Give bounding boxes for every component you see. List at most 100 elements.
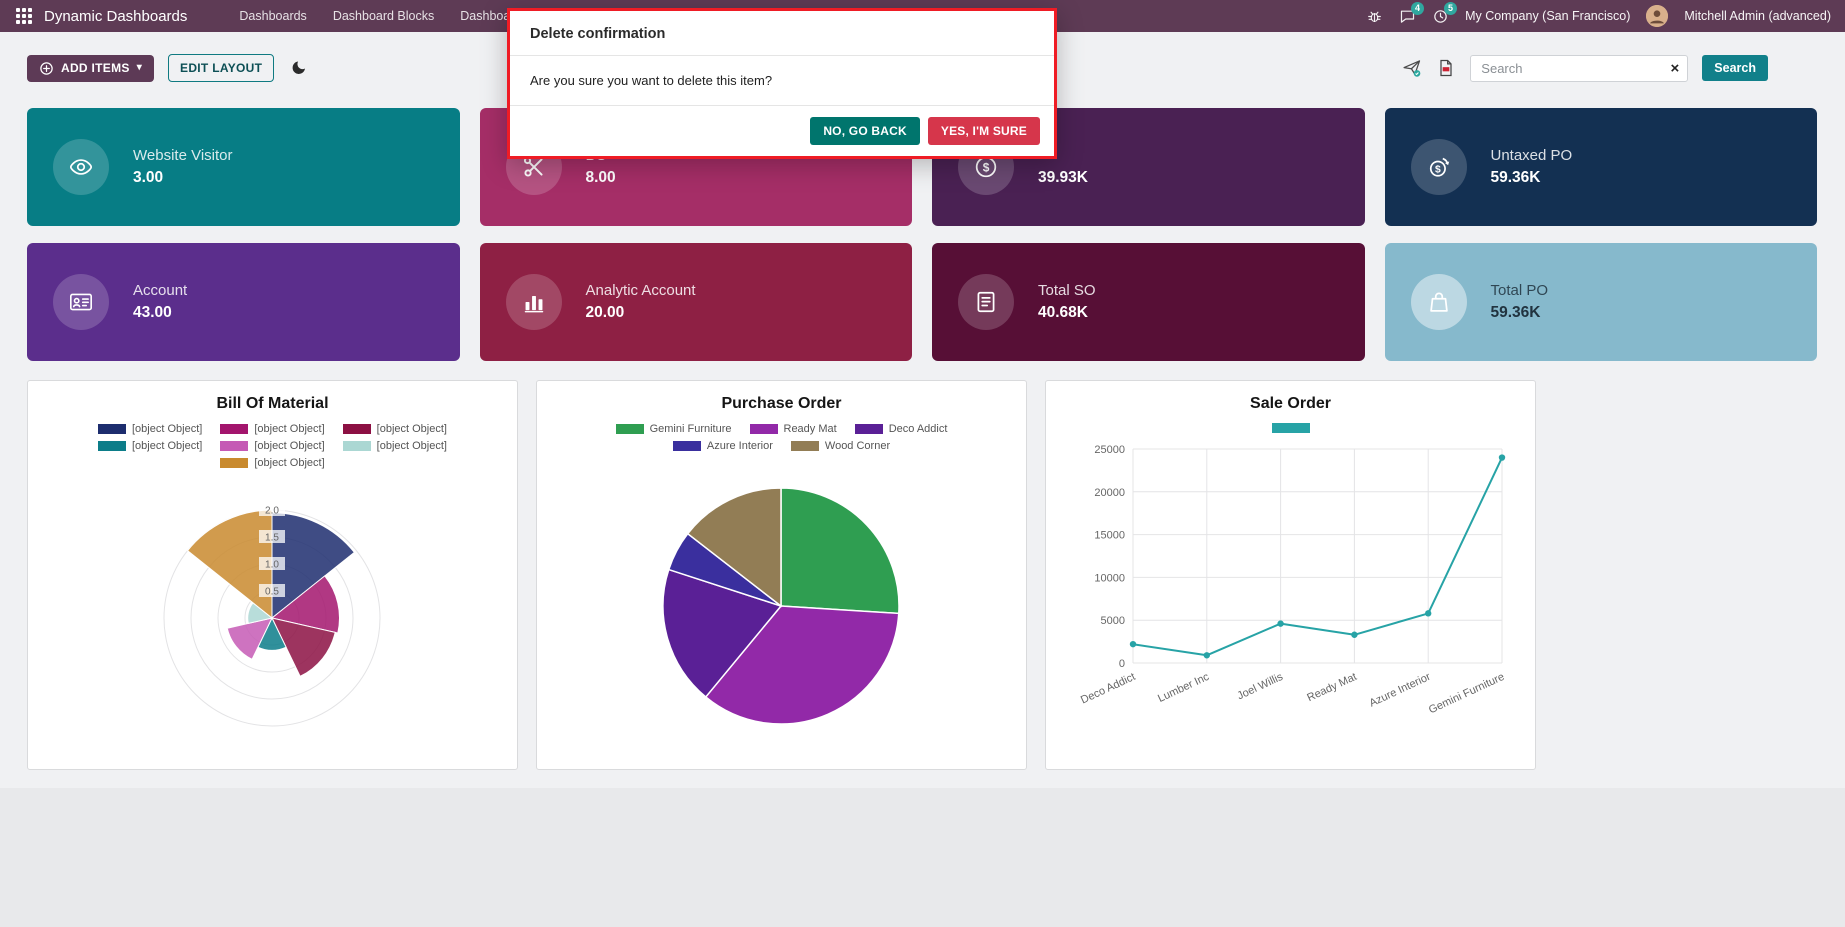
- legend-item[interactable]: Wood Corner: [790, 440, 890, 452]
- legend-item[interactable]: [object Object]: [342, 423, 447, 435]
- tile-value: 8.00: [585, 169, 616, 186]
- tile-account[interactable]: Account 43.00: [27, 243, 460, 361]
- dialog-footer: NO, GO BACK YES, I'M SURE: [510, 106, 1054, 156]
- tile-value: 3.00: [133, 169, 164, 186]
- legend-item[interactable]: [object Object]: [220, 457, 325, 469]
- legend-row: [object Object] [object Object] [object Ob…: [98, 440, 447, 452]
- messages-badge: 4: [1411, 1, 1425, 15]
- bill-of-material-polar-chart: 0.5 1.0 1.5 2.0: [163, 503, 381, 727]
- nav-item-dashboard-blocks[interactable]: Dashboard Blocks: [332, 9, 435, 23]
- legend-label: [object Object]: [132, 440, 203, 452]
- tile-label: Total PO: [1490, 282, 1549, 299]
- tile-value: 40.68K: [1038, 304, 1088, 321]
- search-input[interactable]: [1479, 59, 1665, 77]
- add-items-label: ADD ITEMS: [61, 61, 130, 75]
- chart-title: Purchase Order: [721, 395, 842, 412]
- navbar-right: 4 5 My Company (San Francisco) Mitchell …: [1366, 1, 1835, 27]
- legend-item[interactable]: Gemini Furniture: [615, 423, 732, 435]
- legend-item[interactable]: [1271, 423, 1310, 433]
- svg-text:$: $: [1435, 165, 1441, 176]
- edit-layout-button[interactable]: EDIT LAYOUT: [168, 54, 275, 82]
- confirm-delete-button[interactable]: YES, I'M SURE: [927, 117, 1040, 145]
- legend-label: [object Object]: [254, 457, 325, 469]
- tile-total-so[interactable]: Total SO 40.68K: [932, 243, 1365, 361]
- dialog-header: Delete confirmation: [510, 11, 1054, 56]
- legend-item[interactable]: Ready Mat: [749, 423, 837, 435]
- svg-text:15000: 15000: [1094, 530, 1125, 542]
- legend-item[interactable]: Deco Addict: [854, 423, 947, 435]
- svg-text:0: 0: [1119, 658, 1125, 670]
- company-switcher[interactable]: My Company (San Francisco): [1465, 9, 1631, 23]
- tile-website-visitor[interactable]: Website Visitor 3.00: [27, 108, 460, 226]
- activities-button[interactable]: 5: [1432, 1, 1458, 25]
- purchase-order-pie-chart: [662, 487, 900, 725]
- tile-total-po[interactable]: Total PO 59.36K: [1384, 243, 1817, 361]
- export-pdf-icon[interactable]: [1436, 58, 1456, 78]
- legend-item[interactable]: [object Object]: [220, 423, 325, 435]
- tile-analytic-account[interactable]: Analytic Account 20.00: [479, 243, 912, 361]
- svg-text:Ready Mat: Ready Mat: [1305, 671, 1358, 704]
- messages-button[interactable]: 4: [1399, 1, 1425, 25]
- legend-label: [object Object]: [254, 440, 325, 452]
- legend-row: [1271, 423, 1310, 433]
- cancel-delete-button[interactable]: NO, GO BACK: [810, 117, 920, 145]
- chart-title: Bill Of Material: [216, 395, 329, 412]
- chart-legend: [object Object] [object Object] [object Ob…: [98, 423, 447, 469]
- legend-swatch: [615, 424, 644, 434]
- add-items-button[interactable]: ADD ITEMS ▾: [27, 54, 155, 82]
- search-box: ×: [1470, 54, 1689, 82]
- apps-menu-button[interactable]: [10, 4, 38, 28]
- tile-value: 59.36K: [1490, 304, 1541, 321]
- legend-swatch: [749, 424, 778, 434]
- document-list-icon: [958, 274, 1014, 330]
- send-mail-icon[interactable]: [1402, 58, 1422, 78]
- legend-row: Azure Interior Wood Corner: [672, 440, 890, 452]
- eye-icon: [53, 139, 109, 195]
- dark-mode-toggle[interactable]: [288, 57, 310, 79]
- svg-text:5000: 5000: [1101, 615, 1125, 627]
- moon-icon: [292, 61, 306, 74]
- clear-search-icon[interactable]: ×: [1670, 59, 1680, 77]
- sale-order-card: Sale Order 0 5000 10000 15000 20000 25000 Deco…: [1045, 380, 1536, 770]
- tile-label: Untaxed PO: [1490, 147, 1573, 164]
- legend-swatch: [98, 424, 126, 434]
- tile-label: Total SO: [1038, 282, 1096, 299]
- svg-text:10000: 10000: [1094, 572, 1125, 584]
- legend-label: [object Object]: [376, 423, 447, 435]
- legend-row: [object Object] [object Object] [object Ob…: [98, 423, 447, 435]
- svg-text:25000: 25000: [1094, 444, 1125, 456]
- user-menu[interactable]: Mitchell Admin (advanced): [1684, 9, 1831, 23]
- legend-item[interactable]: [object Object]: [220, 440, 325, 452]
- svg-text:Lumber Inc: Lumber Inc: [1156, 671, 1211, 705]
- nav-item-dashboards[interactable]: Dashboards: [239, 9, 307, 23]
- tile-untaxed-po[interactable]: $ Untaxed PO 59.36K: [1384, 108, 1817, 226]
- tile-value: 43.00: [133, 304, 172, 321]
- dialog-title: Delete confirmation: [530, 26, 666, 42]
- legend-item[interactable]: [object Object]: [342, 440, 447, 452]
- legend-swatch: [790, 441, 819, 451]
- user-avatar[interactable]: [1646, 5, 1669, 27]
- svg-text:1.5: 1.5: [265, 533, 279, 544]
- legend-item[interactable]: [object Object]: [98, 423, 202, 435]
- legend-swatch: [220, 441, 249, 451]
- legend-swatch: [98, 441, 126, 451]
- legend-swatch: [672, 441, 701, 451]
- dashboard-toolbar: ADD ITEMS ▾ EDIT LAYOUT × Sea: [27, 54, 1768, 82]
- legend-swatch: [220, 458, 249, 468]
- svg-text:Azure Interior: Azure Interior: [1368, 671, 1433, 710]
- chart-legend: Gemini Furniture Ready Mat Deco Addict Azur…: [615, 423, 947, 452]
- legend-item[interactable]: Azure Interior: [672, 440, 773, 452]
- toolbar-right: × Search: [1402, 54, 1768, 82]
- dialog-body-text: Are you sure you want to delete this ite…: [510, 56, 1054, 106]
- search-button[interactable]: Search: [1702, 55, 1768, 81]
- app-title[interactable]: Dynamic Dashboards: [44, 7, 188, 25]
- sale-order-line-chart: 0 5000 10000 15000 20000 25000 Deco Addict Lumb…: [1079, 444, 1506, 716]
- legend-swatch: [342, 441, 371, 451]
- svg-text:20000: 20000: [1094, 487, 1125, 499]
- money-refund-icon: $: [1410, 139, 1467, 195]
- svg-text:Deco Addict: Deco Addict: [1079, 671, 1137, 707]
- tile-label: Website Visitor: [133, 147, 233, 164]
- debug-icon[interactable]: [1366, 8, 1383, 25]
- legend-item[interactable]: [object Object]: [98, 440, 202, 452]
- bill-of-material-card: Bill Of Material [object Object] [object …: [27, 380, 518, 770]
